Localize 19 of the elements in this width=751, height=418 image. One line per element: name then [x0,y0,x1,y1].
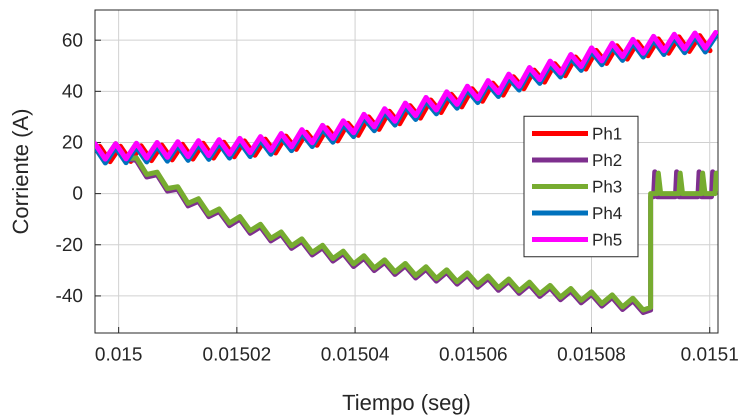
y-tick-label: 40 [62,81,83,102]
legend-label: Ph5 [592,230,622,250]
y-tick-label: -20 [56,234,83,256]
x-tick-label: 0.01504 [320,344,390,366]
y-tick-label: 60 [62,30,83,52]
x-tick-label: 0.01502 [202,344,272,366]
y-axis-title: Corriente (A) [8,108,33,234]
x-tick-label: 0.01508 [557,344,626,366]
x-tick-label: 0.01506 [438,344,508,366]
x-tick-label: 0.015 [94,344,142,366]
legend-label: Ph2 [592,151,622,170]
legend-label: Ph1 [592,124,622,144]
y-tick-label: 0 [72,184,83,205]
y-tick-label: 20 [62,132,83,154]
y-tick-label: -40 [56,286,83,307]
x-tick-label: 0.0151 [680,344,739,366]
x-axis-title: Tiempo (seg) [342,390,471,415]
legend-label: Ph4 [592,204,622,223]
legend-label: Ph3 [592,178,622,196]
